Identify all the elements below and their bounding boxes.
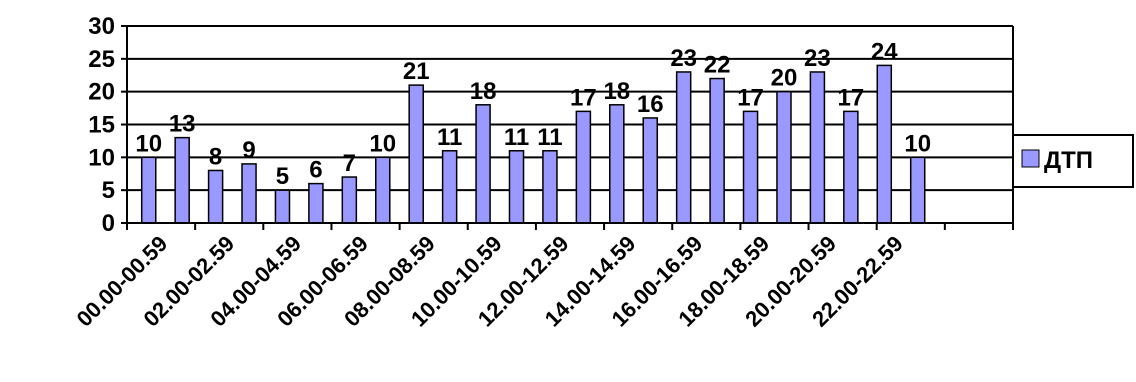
data-label: 10 — [904, 130, 931, 157]
data-label: 13 — [169, 111, 196, 138]
data-label: 9 — [242, 137, 255, 164]
bar — [241, 163, 257, 224]
y-tick-label: 0 — [102, 210, 115, 237]
bar — [174, 136, 190, 224]
y-axis-ticks: 0 5 10 15 20 25 30 — [88, 13, 127, 237]
y-tick-label: 5 — [102, 177, 115, 204]
bar — [675, 71, 692, 224]
y-tick-label: 15 — [88, 112, 115, 139]
bar — [374, 156, 391, 224]
data-label: 17 — [737, 84, 764, 111]
data-label: 10 — [135, 130, 162, 157]
bar — [475, 104, 491, 224]
bar — [909, 156, 926, 224]
data-label: 20 — [771, 65, 798, 92]
data-label: 8 — [209, 143, 222, 170]
data-label: 23 — [804, 45, 831, 72]
data-label: 18 — [470, 78, 497, 105]
bar — [575, 110, 592, 224]
bar — [308, 182, 324, 224]
bar — [341, 176, 358, 224]
data-label: 17 — [570, 84, 597, 111]
legend-swatch — [1021, 149, 1040, 168]
bar — [843, 110, 859, 224]
data-label: 11 — [437, 124, 462, 151]
y-tick-label: 10 — [88, 144, 115, 171]
bar — [876, 64, 893, 224]
bar — [408, 84, 424, 224]
data-label: 10 — [369, 130, 396, 157]
data-label: 17 — [837, 84, 864, 111]
bar — [207, 169, 224, 224]
data-label: 5 — [276, 163, 289, 190]
bar — [274, 189, 291, 224]
bar — [742, 110, 759, 224]
bar — [542, 150, 558, 224]
y-tick-label: 25 — [88, 46, 115, 73]
data-label: 18 — [603, 78, 630, 105]
bar — [441, 150, 458, 224]
bar — [508, 150, 525, 224]
data-label: 23 — [670, 45, 697, 72]
data-label: 7 — [343, 150, 356, 177]
legend: ДТП — [1012, 134, 1134, 188]
data-label: 24 — [871, 38, 898, 65]
data-label: 22 — [704, 52, 731, 79]
gridlines — [127, 25, 1013, 192]
y-tick-label: 30 — [88, 13, 115, 40]
data-label: 11 — [504, 124, 529, 151]
y-tick-label: 20 — [88, 79, 115, 106]
x-axis-ticks: 00.00-00.5902.00-02.5904.00-04.5906.00-0… — [72, 223, 1014, 332]
bar — [140, 156, 157, 224]
legend-label: ДТП — [1044, 147, 1093, 174]
bars — [140, 64, 926, 224]
data-label: 6 — [309, 157, 322, 184]
data-label: 21 — [403, 58, 430, 85]
bar — [776, 90, 792, 224]
data-label: 16 — [637, 91, 664, 118]
data-label: 11 — [537, 124, 562, 151]
bar — [609, 104, 625, 224]
bar — [709, 77, 725, 224]
bar — [809, 71, 826, 224]
bar — [642, 117, 659, 224]
